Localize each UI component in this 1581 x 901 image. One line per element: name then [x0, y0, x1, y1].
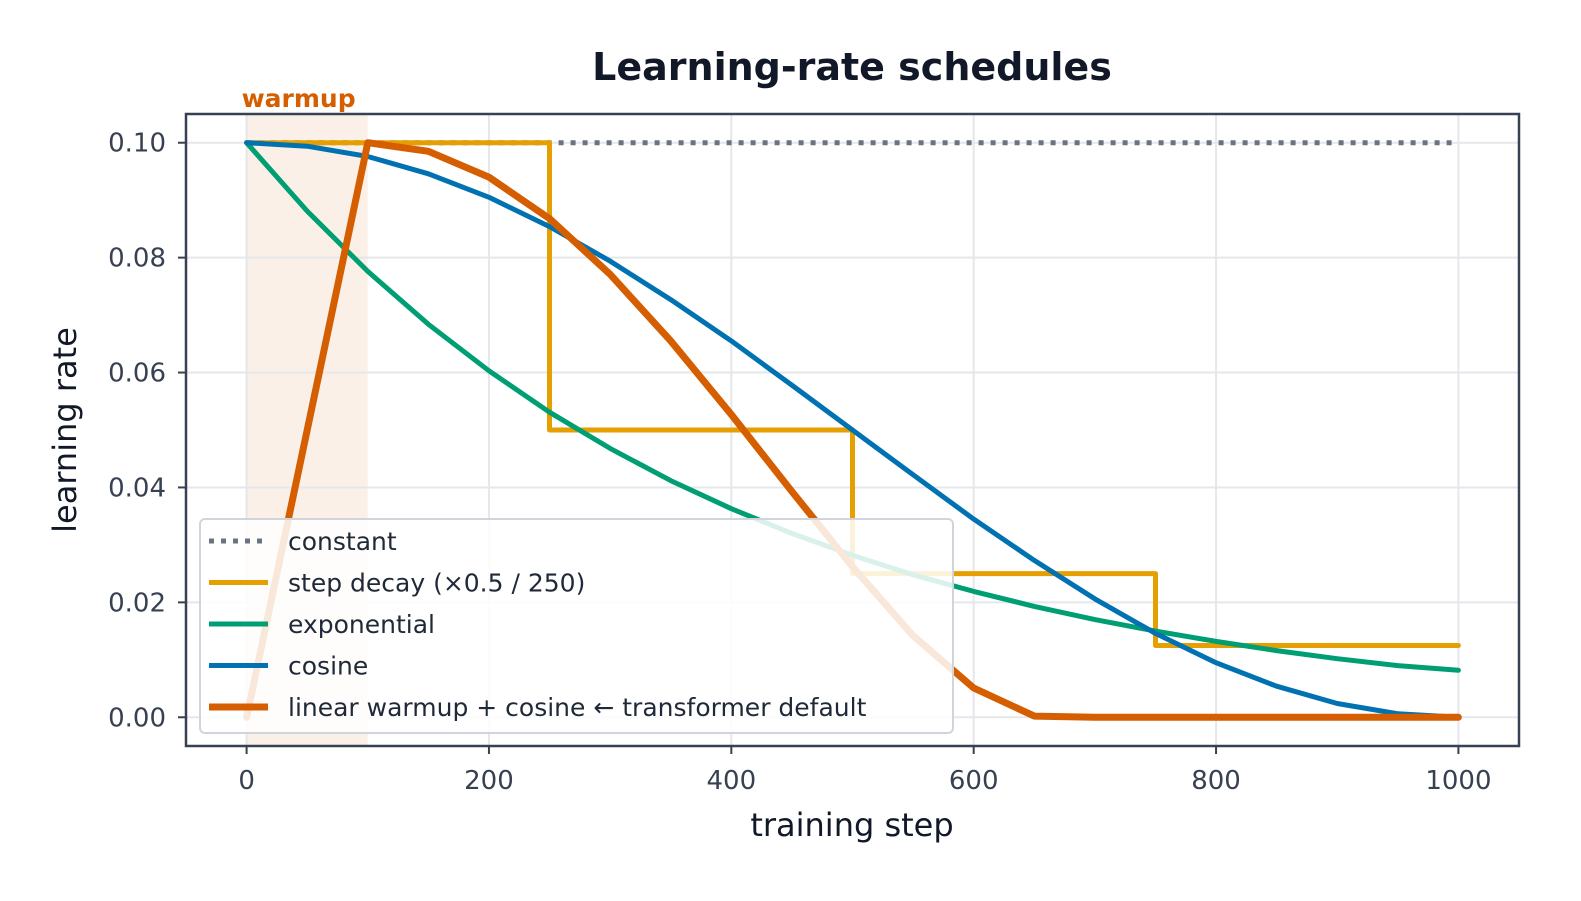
legend-label-3: cosine: [288, 652, 368, 681]
chart-title: Learning-rate schedules: [592, 45, 1112, 89]
y-tick-label: 0.04: [108, 473, 166, 503]
y-tick-label: 0.08: [108, 244, 166, 274]
legend-box: [199, 518, 954, 734]
y-tick-label: 0.10: [108, 129, 166, 159]
legend-label-0: constant: [288, 527, 397, 556]
legend-label-1: step decay (×0.5 / 250): [288, 569, 585, 598]
x-tick-label: 800: [1191, 766, 1241, 796]
x-tick-label: 600: [949, 766, 999, 796]
legend-label-2: exponential: [288, 610, 435, 639]
y-tick-label: 0.00: [108, 703, 166, 733]
y-axis-title: learning rate: [46, 327, 84, 533]
x-tick-label: 1000: [1425, 766, 1491, 796]
y-tick-label: 0.02: [108, 588, 166, 618]
x-tick-label: 0: [238, 766, 255, 796]
warmup-label: warmup: [242, 84, 356, 113]
y-tick-label: 0.06: [108, 359, 166, 389]
legend-label-4: linear warmup + cosine ← transformer def…: [288, 693, 867, 722]
x-tick-label: 400: [706, 766, 756, 796]
x-tick-label: 200: [464, 766, 514, 796]
plot-frame: [184, 112, 1521, 748]
series-line-3: [244, 140, 1461, 720]
x-axis-title: training step: [750, 806, 953, 844]
